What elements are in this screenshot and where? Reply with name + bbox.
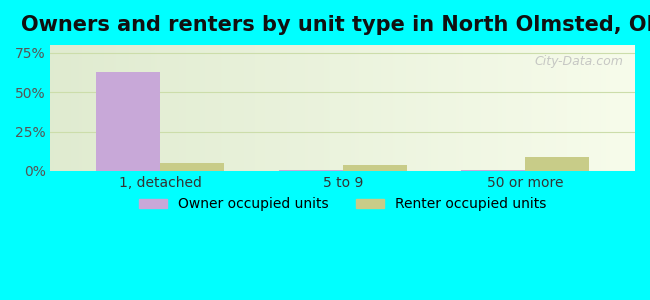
Bar — [279, 170, 343, 171]
Bar — [343, 165, 407, 171]
Bar — [462, 170, 525, 171]
Text: City-Data.com: City-Data.com — [534, 55, 623, 68]
Title: Owners and renters by unit type in North Olmsted, OH: Owners and renters by unit type in North… — [21, 15, 650, 35]
Bar — [525, 157, 590, 171]
Legend: Owner occupied units, Renter occupied units: Owner occupied units, Renter occupied un… — [133, 192, 552, 217]
Bar — [160, 163, 224, 171]
Bar — [96, 72, 160, 171]
